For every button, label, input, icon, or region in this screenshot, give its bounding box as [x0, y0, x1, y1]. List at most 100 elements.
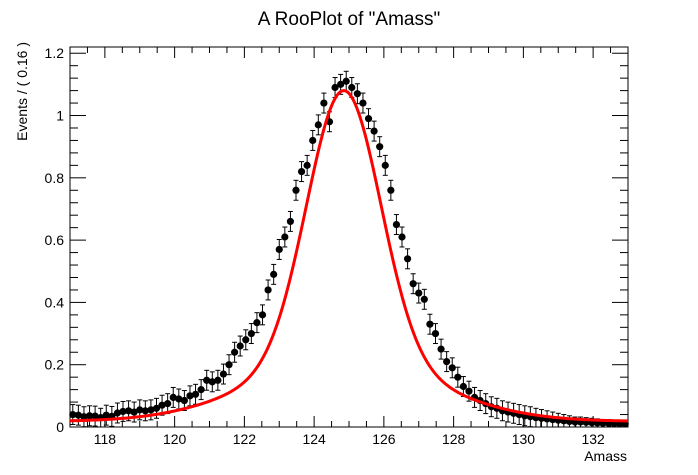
x-tick-label: 126 — [372, 431, 396, 447]
data-point — [454, 366, 462, 388]
x-tick-label: 118 — [94, 431, 117, 447]
data-point — [409, 273, 417, 295]
data-marker — [331, 83, 339, 92]
data-marker — [197, 386, 205, 394]
data-marker — [320, 99, 328, 107]
data-point — [398, 226, 406, 248]
y-tick-label: 1 — [56, 108, 64, 124]
data-marker — [459, 382, 467, 391]
data-marker — [164, 400, 172, 408]
data-point — [431, 323, 440, 345]
data-marker — [102, 411, 110, 419]
data-marker — [236, 342, 244, 350]
y-axis-label: Events / ( 0.16 ) — [14, 42, 30, 141]
data-point — [359, 92, 367, 114]
x-tick-label: 120 — [163, 431, 187, 447]
data-point — [91, 405, 99, 427]
data-point — [225, 354, 233, 376]
data-marker — [353, 90, 361, 98]
data-points-group — [69, 70, 629, 428]
x-tick-label: 124 — [302, 431, 326, 447]
data-point — [275, 238, 283, 260]
data-marker — [74, 411, 82, 419]
data-point — [281, 226, 289, 248]
data-marker — [208, 378, 216, 386]
data-marker — [426, 320, 434, 328]
data-point — [253, 312, 261, 334]
data-point — [309, 129, 317, 151]
data-point — [314, 114, 322, 136]
data-marker — [309, 136, 317, 145]
data-marker — [219, 370, 228, 378]
chart-title: A RooPlot of "Amass" — [258, 9, 440, 30]
y-tick-label: 0 — [56, 419, 64, 435]
data-marker — [258, 311, 267, 319]
y-tick-label: 0.6 — [45, 232, 65, 248]
data-marker — [342, 77, 350, 85]
y-tick-label: 1.2 — [45, 45, 65, 61]
x-tick-label: 130 — [512, 431, 536, 447]
data-point — [208, 371, 216, 393]
data-point — [415, 282, 423, 304]
data-marker — [69, 410, 77, 419]
data-point — [387, 179, 395, 201]
data-marker — [253, 319, 261, 327]
data-marker — [403, 255, 412, 263]
data-marker — [175, 395, 183, 403]
data-marker — [437, 345, 445, 353]
data-marker — [314, 121, 322, 129]
data-marker — [376, 143, 384, 151]
data-marker — [292, 186, 300, 194]
data-marker — [348, 83, 356, 92]
data-point — [364, 108, 373, 130]
data-marker — [91, 412, 99, 420]
data-point — [381, 154, 389, 176]
data-point — [197, 379, 205, 401]
data-marker — [392, 220, 401, 229]
data-marker — [136, 406, 144, 414]
x-axis-label: Amass — [584, 448, 627, 464]
data-marker — [387, 186, 395, 194]
data-marker — [158, 401, 166, 409]
data-marker — [398, 233, 406, 241]
data-marker — [85, 412, 94, 420]
data-point — [465, 380, 473, 402]
data-point — [175, 388, 183, 410]
data-marker — [420, 295, 428, 303]
y-tick-label: 0.8 — [45, 170, 65, 186]
data-marker — [214, 376, 222, 384]
data-marker — [80, 413, 88, 421]
data-marker — [297, 167, 306, 176]
data-point — [292, 179, 300, 201]
data-point — [231, 341, 239, 363]
data-marker — [225, 361, 233, 369]
x-axis-ticks: 118 120 122 124 126 128 130 132 — [69, 47, 629, 447]
data-point — [124, 400, 133, 422]
data-marker — [270, 270, 278, 278]
data-point — [353, 83, 361, 105]
data-point — [108, 405, 116, 427]
data-point — [392, 214, 401, 236]
data-marker — [147, 406, 155, 414]
data-marker — [124, 407, 133, 415]
data-point — [141, 400, 149, 422]
data-marker — [141, 407, 149, 415]
data-marker — [264, 286, 272, 294]
data-point — [286, 210, 295, 232]
data-point — [270, 263, 278, 285]
data-point — [236, 335, 244, 357]
data-marker — [242, 336, 250, 344]
x-tick-label: 132 — [581, 431, 605, 447]
data-marker — [203, 376, 211, 384]
data-point — [448, 357, 456, 379]
data-point — [376, 136, 384, 158]
plot-border — [69, 46, 629, 428]
data-point — [370, 120, 378, 142]
data-marker — [337, 80, 345, 88]
data-point — [403, 248, 412, 270]
data-point — [420, 288, 428, 310]
data-marker — [409, 280, 417, 288]
data-marker — [180, 396, 188, 405]
